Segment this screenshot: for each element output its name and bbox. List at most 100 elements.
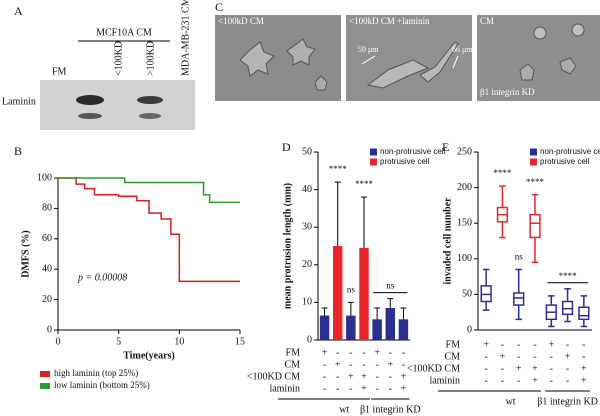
condition-label: <100KD CM xyxy=(247,371,300,382)
cell xyxy=(533,26,547,40)
condition-mark: - xyxy=(550,351,553,362)
bar xyxy=(398,319,409,340)
condition-mark: - xyxy=(362,359,365,370)
cell xyxy=(314,75,328,91)
whisker-high xyxy=(531,193,539,215)
condition-mark: - xyxy=(517,351,520,362)
y-tick-label: 40 xyxy=(42,263,52,274)
legend-label: non-protrusive cell xyxy=(540,147,600,156)
x-tick-label: 15 xyxy=(235,336,245,347)
condition-mark: - xyxy=(550,363,553,374)
blot-row-label: Laminin xyxy=(2,96,36,107)
condition-label: FM xyxy=(446,339,461,350)
condition-mark: + xyxy=(500,351,506,362)
cell xyxy=(286,38,316,66)
condition-mark: - xyxy=(323,371,326,382)
legend-label: non-protrusive cell xyxy=(380,147,446,156)
y-tick-label: 100 xyxy=(37,172,52,183)
condition-mark: - xyxy=(484,363,487,374)
y-axis-label: mean protrusion length (mm) xyxy=(282,183,293,309)
panel-label: A xyxy=(14,4,23,18)
legend-swatch xyxy=(530,158,537,166)
error-bar xyxy=(321,307,328,316)
panel-label: D xyxy=(282,140,291,154)
bar xyxy=(346,315,356,340)
whisker-high xyxy=(548,295,555,306)
condition-label: FM xyxy=(286,347,301,358)
lane-label: <100KD xyxy=(113,41,124,76)
y-tick-label: 150 xyxy=(457,217,472,228)
condition-mark: - xyxy=(533,339,536,350)
survival-curve xyxy=(58,177,240,283)
condition-mark: - xyxy=(501,375,504,386)
group-label: wt xyxy=(339,404,349,415)
error-bar xyxy=(361,196,367,248)
legend-label: protrusive cell xyxy=(540,157,590,166)
condition-mark: - xyxy=(389,383,392,394)
legend-swatch xyxy=(40,383,50,389)
group-label: wt xyxy=(506,396,516,407)
panel-label: B xyxy=(14,144,22,158)
y-tick-label: 200 xyxy=(457,182,472,193)
condition-mark: - xyxy=(566,363,569,374)
whisker-low xyxy=(548,319,555,328)
x-axis-label: Time(years) xyxy=(123,350,174,361)
y-tick-label: 40 xyxy=(302,184,312,195)
condition-mark: - xyxy=(375,371,378,382)
micrograph-caption: <100kD CM xyxy=(218,16,264,26)
y-tick-label: 20 xyxy=(302,259,312,270)
y-tick-label: 0 xyxy=(307,334,312,345)
y-tick-label: 0 xyxy=(47,324,52,335)
whisker-low xyxy=(499,221,506,239)
error-bar xyxy=(400,307,407,320)
survival-curve xyxy=(58,177,240,204)
error-bar xyxy=(334,181,341,246)
legend-swatch xyxy=(370,148,377,156)
y-tick-label: 250 xyxy=(457,146,472,157)
blot-group-header: MCF10A CM xyxy=(96,27,152,38)
box xyxy=(513,292,525,306)
bar xyxy=(332,246,343,340)
condition-mark: - xyxy=(389,371,392,382)
condition-mark: + xyxy=(401,383,407,394)
whisker-high xyxy=(482,268,490,286)
bar xyxy=(372,319,382,340)
condition-label: laminin xyxy=(429,375,460,386)
significance: **** xyxy=(329,164,348,174)
condition-mark: - xyxy=(517,375,520,386)
significance: **** xyxy=(526,177,545,187)
condition-label: <100KD CM xyxy=(407,363,460,374)
x-tick-label: 5 xyxy=(116,336,121,347)
condition-label: CM xyxy=(444,351,460,362)
whisker-high xyxy=(580,295,588,308)
y-tick-label: 0 xyxy=(467,324,472,335)
condition-mark: - xyxy=(323,383,326,394)
legend-swatch xyxy=(370,158,377,166)
cell xyxy=(559,57,577,75)
condition-mark: - xyxy=(484,351,487,362)
legend-label: low laminin (bottom 25%) xyxy=(54,380,150,390)
micrograph-footer: β1 integrin KD xyxy=(480,87,535,97)
cell xyxy=(519,63,535,81)
condition-mark: + xyxy=(532,375,538,386)
condition-mark: - xyxy=(566,339,569,350)
condition-mark: - xyxy=(323,359,326,370)
condition-mark: - xyxy=(349,347,352,358)
condition-mark: - xyxy=(402,347,405,358)
annotation: p = 0.00008 xyxy=(77,272,127,283)
whisker-low xyxy=(515,305,522,321)
condition-mark: + xyxy=(483,339,489,350)
bar xyxy=(319,315,330,340)
blot-membrane xyxy=(40,80,195,130)
condition-mark: - xyxy=(336,347,339,358)
condition-mark: + xyxy=(361,371,367,382)
condition-mark: + xyxy=(335,359,341,370)
y-tick-label: 30 xyxy=(302,221,312,232)
condition-mark: + xyxy=(516,363,522,374)
x-tick-label: 10 xyxy=(174,336,184,347)
condition-mark: - xyxy=(582,339,585,350)
legend-swatch xyxy=(530,148,537,156)
y-tick-label: 10 xyxy=(302,297,312,308)
arrow xyxy=(452,55,459,69)
